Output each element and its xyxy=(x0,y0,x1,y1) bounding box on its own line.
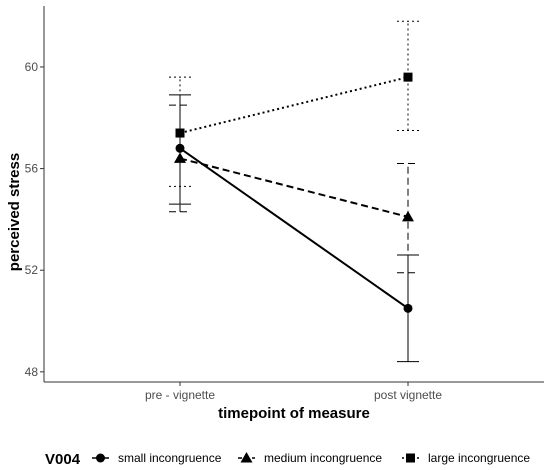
series-line xyxy=(179,157,409,218)
data-point xyxy=(175,143,185,153)
y-ticks: 48 52 56 60 xyxy=(25,60,44,379)
y-tick-label: 60 xyxy=(25,60,39,74)
legend-label: large incongruence xyxy=(428,451,530,465)
data-point xyxy=(175,128,185,138)
markers xyxy=(174,72,414,313)
legend-key-marker xyxy=(406,453,415,463)
legend-label: medium incongruence xyxy=(264,451,382,465)
y-tick-label: 52 xyxy=(25,263,39,277)
data-point xyxy=(403,303,413,313)
legend-label: small incongruence xyxy=(118,451,222,465)
data-point xyxy=(402,210,414,222)
series-line xyxy=(179,76,409,134)
x-tick-label: post vignette xyxy=(374,388,442,402)
x-ticks: pre - vignette post vignette xyxy=(145,382,442,402)
data-point xyxy=(403,72,413,82)
error-bars xyxy=(169,20,419,363)
x-axis-title: timepoint of measure xyxy=(218,405,370,422)
y-axis-title: perceived stress xyxy=(6,153,23,271)
legend-key-marker xyxy=(240,452,253,463)
x-tick-label: pre - vignette xyxy=(145,388,215,402)
series-lines xyxy=(179,76,409,310)
data-point xyxy=(174,152,186,163)
legend: V004 small incongruence medium incongruen… xyxy=(45,451,530,468)
y-tick-label: 48 xyxy=(25,365,39,379)
plot-area xyxy=(43,6,544,383)
series-line xyxy=(179,147,409,310)
legend-title: V004 xyxy=(45,451,81,468)
y-tick-label: 56 xyxy=(25,162,39,176)
legend-key-marker xyxy=(96,453,105,463)
